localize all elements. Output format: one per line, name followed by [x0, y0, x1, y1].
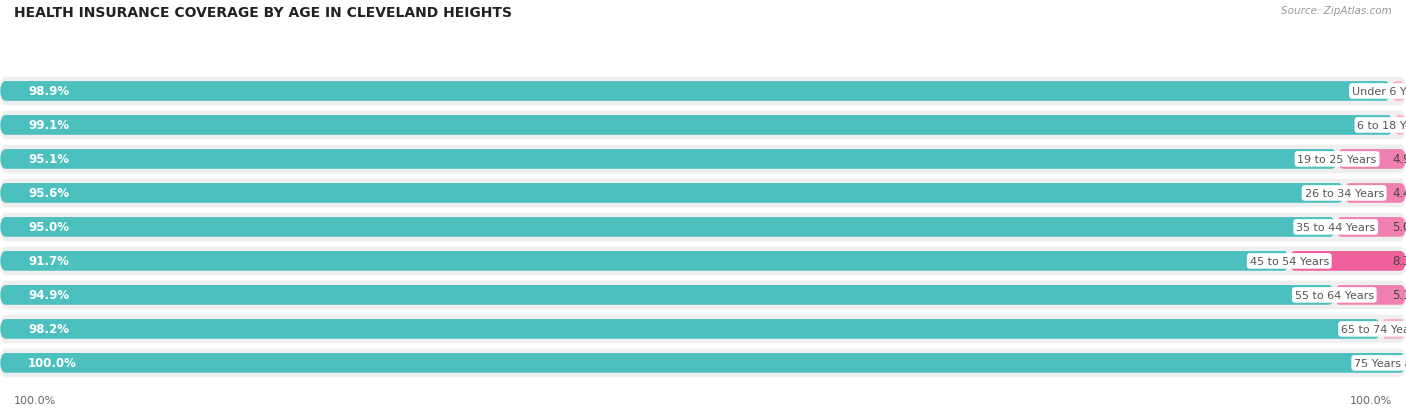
Text: 4.9%: 4.9% [1392, 153, 1406, 166]
FancyBboxPatch shape [0, 150, 1337, 169]
Text: HEALTH INSURANCE COVERAGE BY AGE IN CLEVELAND HEIGHTS: HEALTH INSURANCE COVERAGE BY AGE IN CLEV… [14, 6, 512, 20]
Text: 0.0%: 0.0% [1392, 356, 1406, 370]
Text: 26 to 34 Years: 26 to 34 Years [1305, 188, 1384, 198]
Legend: With Coverage, Without Coverage: With Coverage, Without Coverage [574, 409, 832, 413]
FancyBboxPatch shape [1381, 319, 1406, 339]
Text: 8.3%: 8.3% [1392, 255, 1406, 268]
Text: 1.1%: 1.1% [1392, 85, 1406, 98]
Text: 6 to 18 Years: 6 to 18 Years [1357, 121, 1406, 131]
Text: 45 to 54 Years: 45 to 54 Years [1250, 256, 1329, 266]
Text: 1.8%: 1.8% [1392, 323, 1406, 336]
FancyBboxPatch shape [0, 82, 1391, 102]
Text: 0.91%: 0.91% [1392, 119, 1406, 132]
Text: 19 to 25 Years: 19 to 25 Years [1298, 154, 1376, 164]
FancyBboxPatch shape [0, 145, 1406, 174]
Text: 5.0%: 5.0% [1392, 221, 1406, 234]
FancyBboxPatch shape [0, 349, 1406, 377]
Text: 5.1%: 5.1% [1392, 289, 1406, 301]
FancyBboxPatch shape [1393, 116, 1406, 135]
FancyBboxPatch shape [0, 179, 1406, 208]
Text: 65 to 74 Years: 65 to 74 Years [1341, 324, 1406, 334]
Text: 55 to 64 Years: 55 to 64 Years [1295, 290, 1374, 300]
Text: 95.0%: 95.0% [28, 221, 69, 234]
FancyBboxPatch shape [1289, 252, 1406, 271]
Text: 4.4%: 4.4% [1392, 187, 1406, 200]
Text: 95.6%: 95.6% [28, 187, 69, 200]
FancyBboxPatch shape [1336, 218, 1406, 237]
Text: 100.0%: 100.0% [14, 395, 56, 405]
FancyBboxPatch shape [1337, 150, 1406, 169]
Text: 98.9%: 98.9% [28, 85, 69, 98]
Text: 35 to 44 Years: 35 to 44 Years [1296, 222, 1375, 233]
FancyBboxPatch shape [0, 116, 1393, 135]
FancyBboxPatch shape [0, 281, 1406, 309]
Text: 98.2%: 98.2% [28, 323, 69, 336]
Text: 99.1%: 99.1% [28, 119, 69, 132]
Text: Under 6 Years: Under 6 Years [1353, 87, 1406, 97]
FancyBboxPatch shape [0, 213, 1406, 242]
FancyBboxPatch shape [1344, 184, 1406, 203]
FancyBboxPatch shape [0, 285, 1334, 305]
FancyBboxPatch shape [1334, 285, 1406, 305]
FancyBboxPatch shape [0, 218, 1336, 237]
Text: 100.0%: 100.0% [28, 356, 77, 370]
Text: 75 Years and older: 75 Years and older [1354, 358, 1406, 368]
FancyBboxPatch shape [1391, 82, 1406, 102]
Text: 95.1%: 95.1% [28, 153, 69, 166]
Text: Source: ZipAtlas.com: Source: ZipAtlas.com [1281, 6, 1392, 16]
FancyBboxPatch shape [0, 252, 1289, 271]
FancyBboxPatch shape [0, 112, 1406, 140]
FancyBboxPatch shape [0, 78, 1406, 106]
FancyBboxPatch shape [0, 319, 1381, 339]
FancyBboxPatch shape [0, 353, 1406, 373]
Text: 94.9%: 94.9% [28, 289, 69, 301]
FancyBboxPatch shape [0, 184, 1344, 203]
FancyBboxPatch shape [0, 247, 1406, 275]
Text: 100.0%: 100.0% [1350, 395, 1392, 405]
Text: 91.7%: 91.7% [28, 255, 69, 268]
FancyBboxPatch shape [0, 315, 1406, 343]
